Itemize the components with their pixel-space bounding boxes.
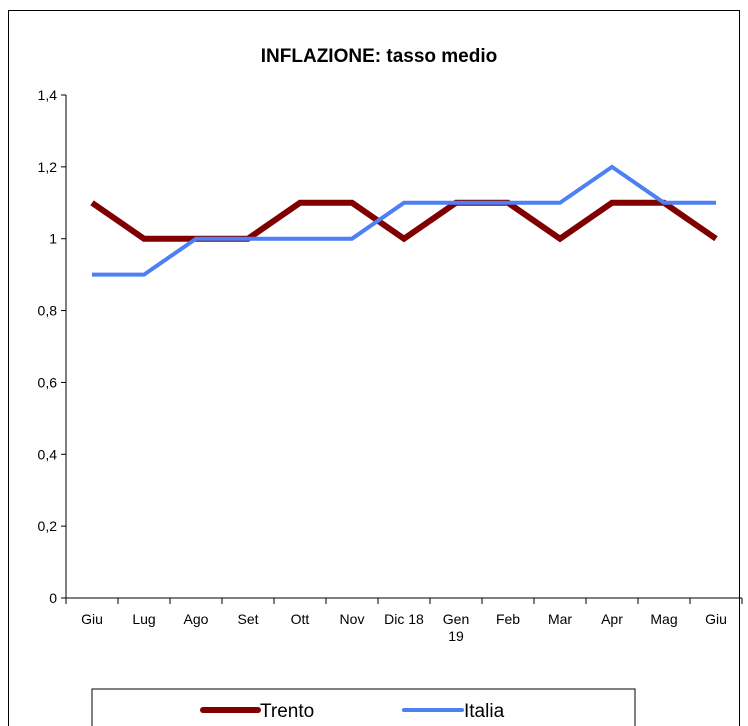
x-tick-label: Feb: [496, 611, 520, 627]
x-tick-label: Lug: [132, 611, 155, 627]
y-tick-label: 1,4: [38, 87, 58, 103]
x-tick-label: Mag: [650, 611, 677, 627]
x-tick-label: Dic 18: [384, 611, 424, 627]
y-tick-label: 0: [49, 590, 57, 606]
x-tick-label: Ago: [184, 611, 209, 627]
legend-box: [91, 688, 636, 726]
y-tick-label: 0,4: [38, 446, 58, 462]
series-layer: [90, 164, 718, 277]
x-tick-label: Giu: [81, 611, 103, 627]
x-tick-label: Set: [237, 611, 258, 627]
axes: 0 0,2 0,4 0,6 0,8 1 1,2 1,4 Giu Lug Ago Set Ott Nov Di…: [38, 87, 743, 644]
legend-label-trento: Trento: [260, 701, 314, 722]
x-tick-label: Apr: [601, 611, 623, 627]
y-tick-label: 0,8: [38, 303, 58, 319]
legend-label-italia: Italia: [464, 701, 505, 722]
chart-frame: [8, 10, 740, 726]
x-tick-label: Giu: [705, 611, 727, 627]
legend: Trento Italia: [91, 688, 636, 726]
x-tick-label: Gen 19: [443, 611, 469, 644]
series-line-trento: [90, 199, 718, 243]
x-tick-label: Mar: [548, 611, 572, 627]
chart-title: INFLAZIONE: tasso medio: [261, 46, 497, 67]
x-tick-label: Nov: [340, 611, 365, 627]
y-tick-label: 1: [49, 231, 57, 247]
x-tick-label: Ott: [291, 611, 310, 627]
y-tick-label: 0,6: [38, 374, 58, 390]
y-tick-label: 0,2: [38, 518, 58, 534]
y-tick-label: 1,2: [38, 159, 58, 175]
series-line-italia: [92, 164, 716, 277]
